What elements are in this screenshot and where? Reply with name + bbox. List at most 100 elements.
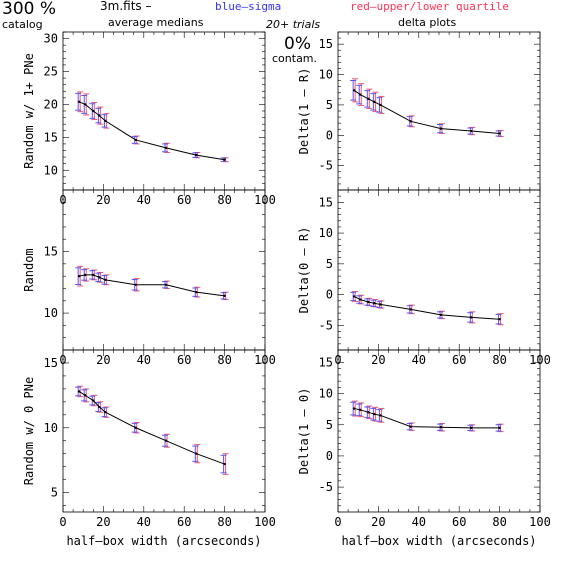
header-average-medians: average medians bbox=[108, 16, 204, 29]
data-point bbox=[92, 109, 95, 113]
header-contam-percent: 0% bbox=[284, 34, 311, 54]
median-series-line bbox=[78, 101, 225, 161]
y-tick-label: 30 bbox=[44, 32, 58, 46]
header-red-quartile: red–upper/lower quartile bbox=[350, 0, 509, 13]
data-point bbox=[359, 298, 362, 301]
data-point bbox=[498, 426, 501, 430]
data-point bbox=[84, 273, 87, 277]
x-tick-label: 80 bbox=[217, 515, 231, 529]
data-point bbox=[352, 295, 356, 298]
header-delta-plots: delta plots bbox=[398, 16, 456, 29]
y-tick-label: 10 bbox=[319, 68, 333, 82]
data-point bbox=[104, 278, 107, 282]
y-tick-label: -5 bbox=[319, 318, 333, 332]
header-percent: 300 % bbox=[2, 0, 56, 19]
data-point bbox=[223, 462, 226, 466]
data-point bbox=[373, 412, 376, 416]
data-point bbox=[164, 283, 168, 286]
y-tick-label: 15 bbox=[44, 130, 58, 144]
x-tick-label: 20 bbox=[371, 515, 385, 529]
data-point bbox=[104, 119, 107, 123]
data-point bbox=[359, 408, 362, 412]
x-axis-label: half–box width (arcseconds) bbox=[66, 534, 261, 548]
y-tick-label: 10 bbox=[44, 421, 58, 435]
data-point bbox=[98, 114, 101, 117]
x-tick-label: 60 bbox=[452, 515, 466, 529]
data-point bbox=[84, 103, 87, 106]
data-point bbox=[164, 439, 168, 442]
data-point bbox=[92, 273, 95, 277]
y-axis-label: Random w/ 1+ PNe bbox=[22, 53, 36, 169]
x-tick-label: 40 bbox=[137, 193, 151, 207]
data-point bbox=[367, 300, 370, 304]
data-point bbox=[134, 283, 137, 286]
data-point bbox=[470, 426, 473, 430]
x-tick-label: 0 bbox=[334, 515, 341, 529]
data-point bbox=[77, 390, 81, 393]
y-tick-label: 5 bbox=[326, 418, 333, 432]
data-point bbox=[439, 313, 443, 317]
y-axis-label: Delta(1 – R) bbox=[297, 68, 311, 155]
y-axis-label: Random bbox=[22, 248, 36, 291]
y-tick-label: -5 bbox=[319, 480, 333, 494]
data-point bbox=[104, 411, 107, 414]
data-point bbox=[77, 100, 81, 103]
y-tick-label: 15 bbox=[319, 37, 333, 51]
y-tick-label: 25 bbox=[44, 65, 58, 79]
median-series-line bbox=[79, 274, 225, 297]
x-tick-label: 80 bbox=[492, 353, 506, 367]
plot-frame bbox=[337, 189, 541, 351]
x-tick-label: 20 bbox=[96, 515, 110, 529]
data-point bbox=[77, 274, 81, 278]
y-tick-label: 0 bbox=[326, 128, 333, 142]
x-tick-label: 80 bbox=[492, 515, 506, 529]
data-point bbox=[98, 276, 101, 279]
header-file: 3m.fits – bbox=[100, 0, 151, 13]
header-catalog: catalog bbox=[2, 18, 43, 31]
x-tick-label: 100 bbox=[254, 515, 276, 529]
data-point bbox=[379, 103, 382, 107]
y-tick-label: 5 bbox=[51, 486, 58, 500]
y-tick-label: 10 bbox=[44, 306, 58, 320]
data-point bbox=[409, 308, 412, 311]
header-contam: contam. bbox=[272, 52, 317, 65]
y-tick-label: 20 bbox=[44, 97, 58, 111]
data-point bbox=[195, 290, 198, 294]
plot-frame bbox=[337, 31, 541, 191]
data-point bbox=[352, 89, 356, 92]
median-series-line bbox=[354, 408, 500, 429]
data-point bbox=[98, 405, 101, 409]
data-point bbox=[359, 93, 362, 96]
data-point bbox=[223, 158, 226, 161]
data-point bbox=[439, 127, 443, 130]
data-point bbox=[195, 452, 198, 455]
y-tick-label: 10 bbox=[44, 163, 58, 177]
x-tick-label: 80 bbox=[217, 193, 231, 207]
x-tick-label: 40 bbox=[137, 353, 151, 367]
y-tick-label: 15 bbox=[44, 356, 58, 370]
data-point bbox=[373, 302, 376, 305]
data-point bbox=[164, 146, 168, 150]
x-tick-label: 40 bbox=[412, 353, 426, 367]
plot-frame bbox=[62, 349, 266, 513]
data-point bbox=[498, 132, 501, 135]
data-point bbox=[195, 153, 198, 157]
x-axis-label: half–box width (arcseconds) bbox=[341, 534, 536, 548]
y-tick-label: 0 bbox=[326, 288, 333, 302]
x-tick-label: 60 bbox=[452, 353, 466, 367]
data-point bbox=[223, 294, 226, 298]
x-tick-label: 60 bbox=[177, 353, 191, 367]
data-point bbox=[379, 414, 382, 417]
x-tick-label: 20 bbox=[96, 193, 110, 207]
y-tick-label: 15 bbox=[319, 195, 333, 209]
plot-frame bbox=[337, 349, 541, 513]
y-axis-label: Delta(1 – 0) bbox=[297, 388, 311, 475]
y-tick-label: 10 bbox=[319, 226, 333, 240]
panel-5: 5 10 15 0 20 40 60 80 100 Random w/ 0 PNe half–box… bbox=[22, 349, 276, 548]
data-point bbox=[470, 316, 473, 319]
x-tick-label: 40 bbox=[412, 515, 426, 529]
